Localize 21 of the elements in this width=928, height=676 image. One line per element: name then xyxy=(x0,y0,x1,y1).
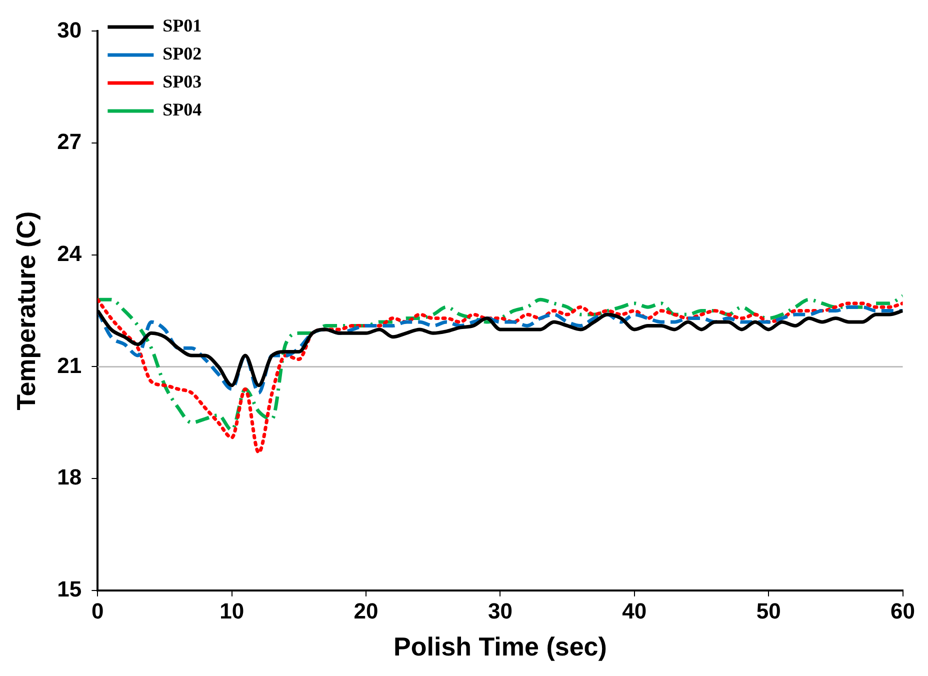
x-tick-label: 30 xyxy=(488,598,512,624)
x-tick-label: 50 xyxy=(756,598,781,624)
y-tick-label: 24 xyxy=(57,240,82,266)
legend-label: SP02 xyxy=(162,44,202,64)
line-series xyxy=(98,298,903,454)
x-tick-label: 20 xyxy=(354,598,378,624)
y-tick-label: 15 xyxy=(57,576,82,602)
y-tick-label: 30 xyxy=(57,17,82,42)
legend-label: SP03 xyxy=(162,72,202,92)
y-axis-title: Temperature (C) xyxy=(10,211,41,410)
line-series xyxy=(98,294,903,432)
y-tick-label: 21 xyxy=(57,352,82,378)
y-tick-label: 27 xyxy=(57,129,82,154)
x-tick-label: 0 xyxy=(92,598,104,624)
legend-label: SP04 xyxy=(162,100,202,120)
x-tick-label: 10 xyxy=(220,598,244,624)
x-tick-label: 60 xyxy=(890,598,916,624)
x-axis-title: Polish Time (sec) xyxy=(394,632,607,662)
y-tick-label: 18 xyxy=(57,464,82,490)
legend-label: SP01 xyxy=(162,16,202,36)
x-tick-label: 40 xyxy=(622,598,647,624)
